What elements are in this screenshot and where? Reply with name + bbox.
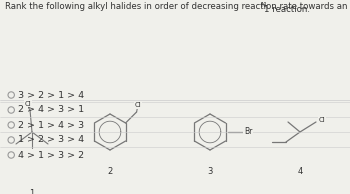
Text: 4: 4 (298, 167, 303, 176)
Text: Br: Br (244, 127, 252, 137)
Text: 2: 2 (107, 167, 113, 176)
Text: 2 > 1 > 4 > 3: 2 > 1 > 4 > 3 (19, 120, 85, 130)
Text: 1: 1 (29, 189, 35, 194)
Text: Cl: Cl (25, 101, 32, 107)
Text: 4 > 1 > 3 > 2: 4 > 1 > 3 > 2 (19, 151, 85, 159)
Text: N: N (260, 2, 265, 8)
Text: 2 > 4 > 3 > 1: 2 > 4 > 3 > 1 (19, 106, 85, 114)
Text: Rank the following alkyl halides in order of decreasing reaction rate towards an: Rank the following alkyl halides in orde… (5, 2, 350, 11)
Text: 1 reaction.: 1 reaction. (264, 5, 310, 14)
Text: Cl: Cl (318, 117, 326, 123)
Text: 3: 3 (207, 167, 213, 176)
Text: Cl: Cl (134, 102, 141, 108)
Text: 3 > 2 > 1 > 4: 3 > 2 > 1 > 4 (19, 90, 85, 100)
Text: 1 > 2 > 3 > 4: 1 > 2 > 3 > 4 (19, 135, 85, 145)
